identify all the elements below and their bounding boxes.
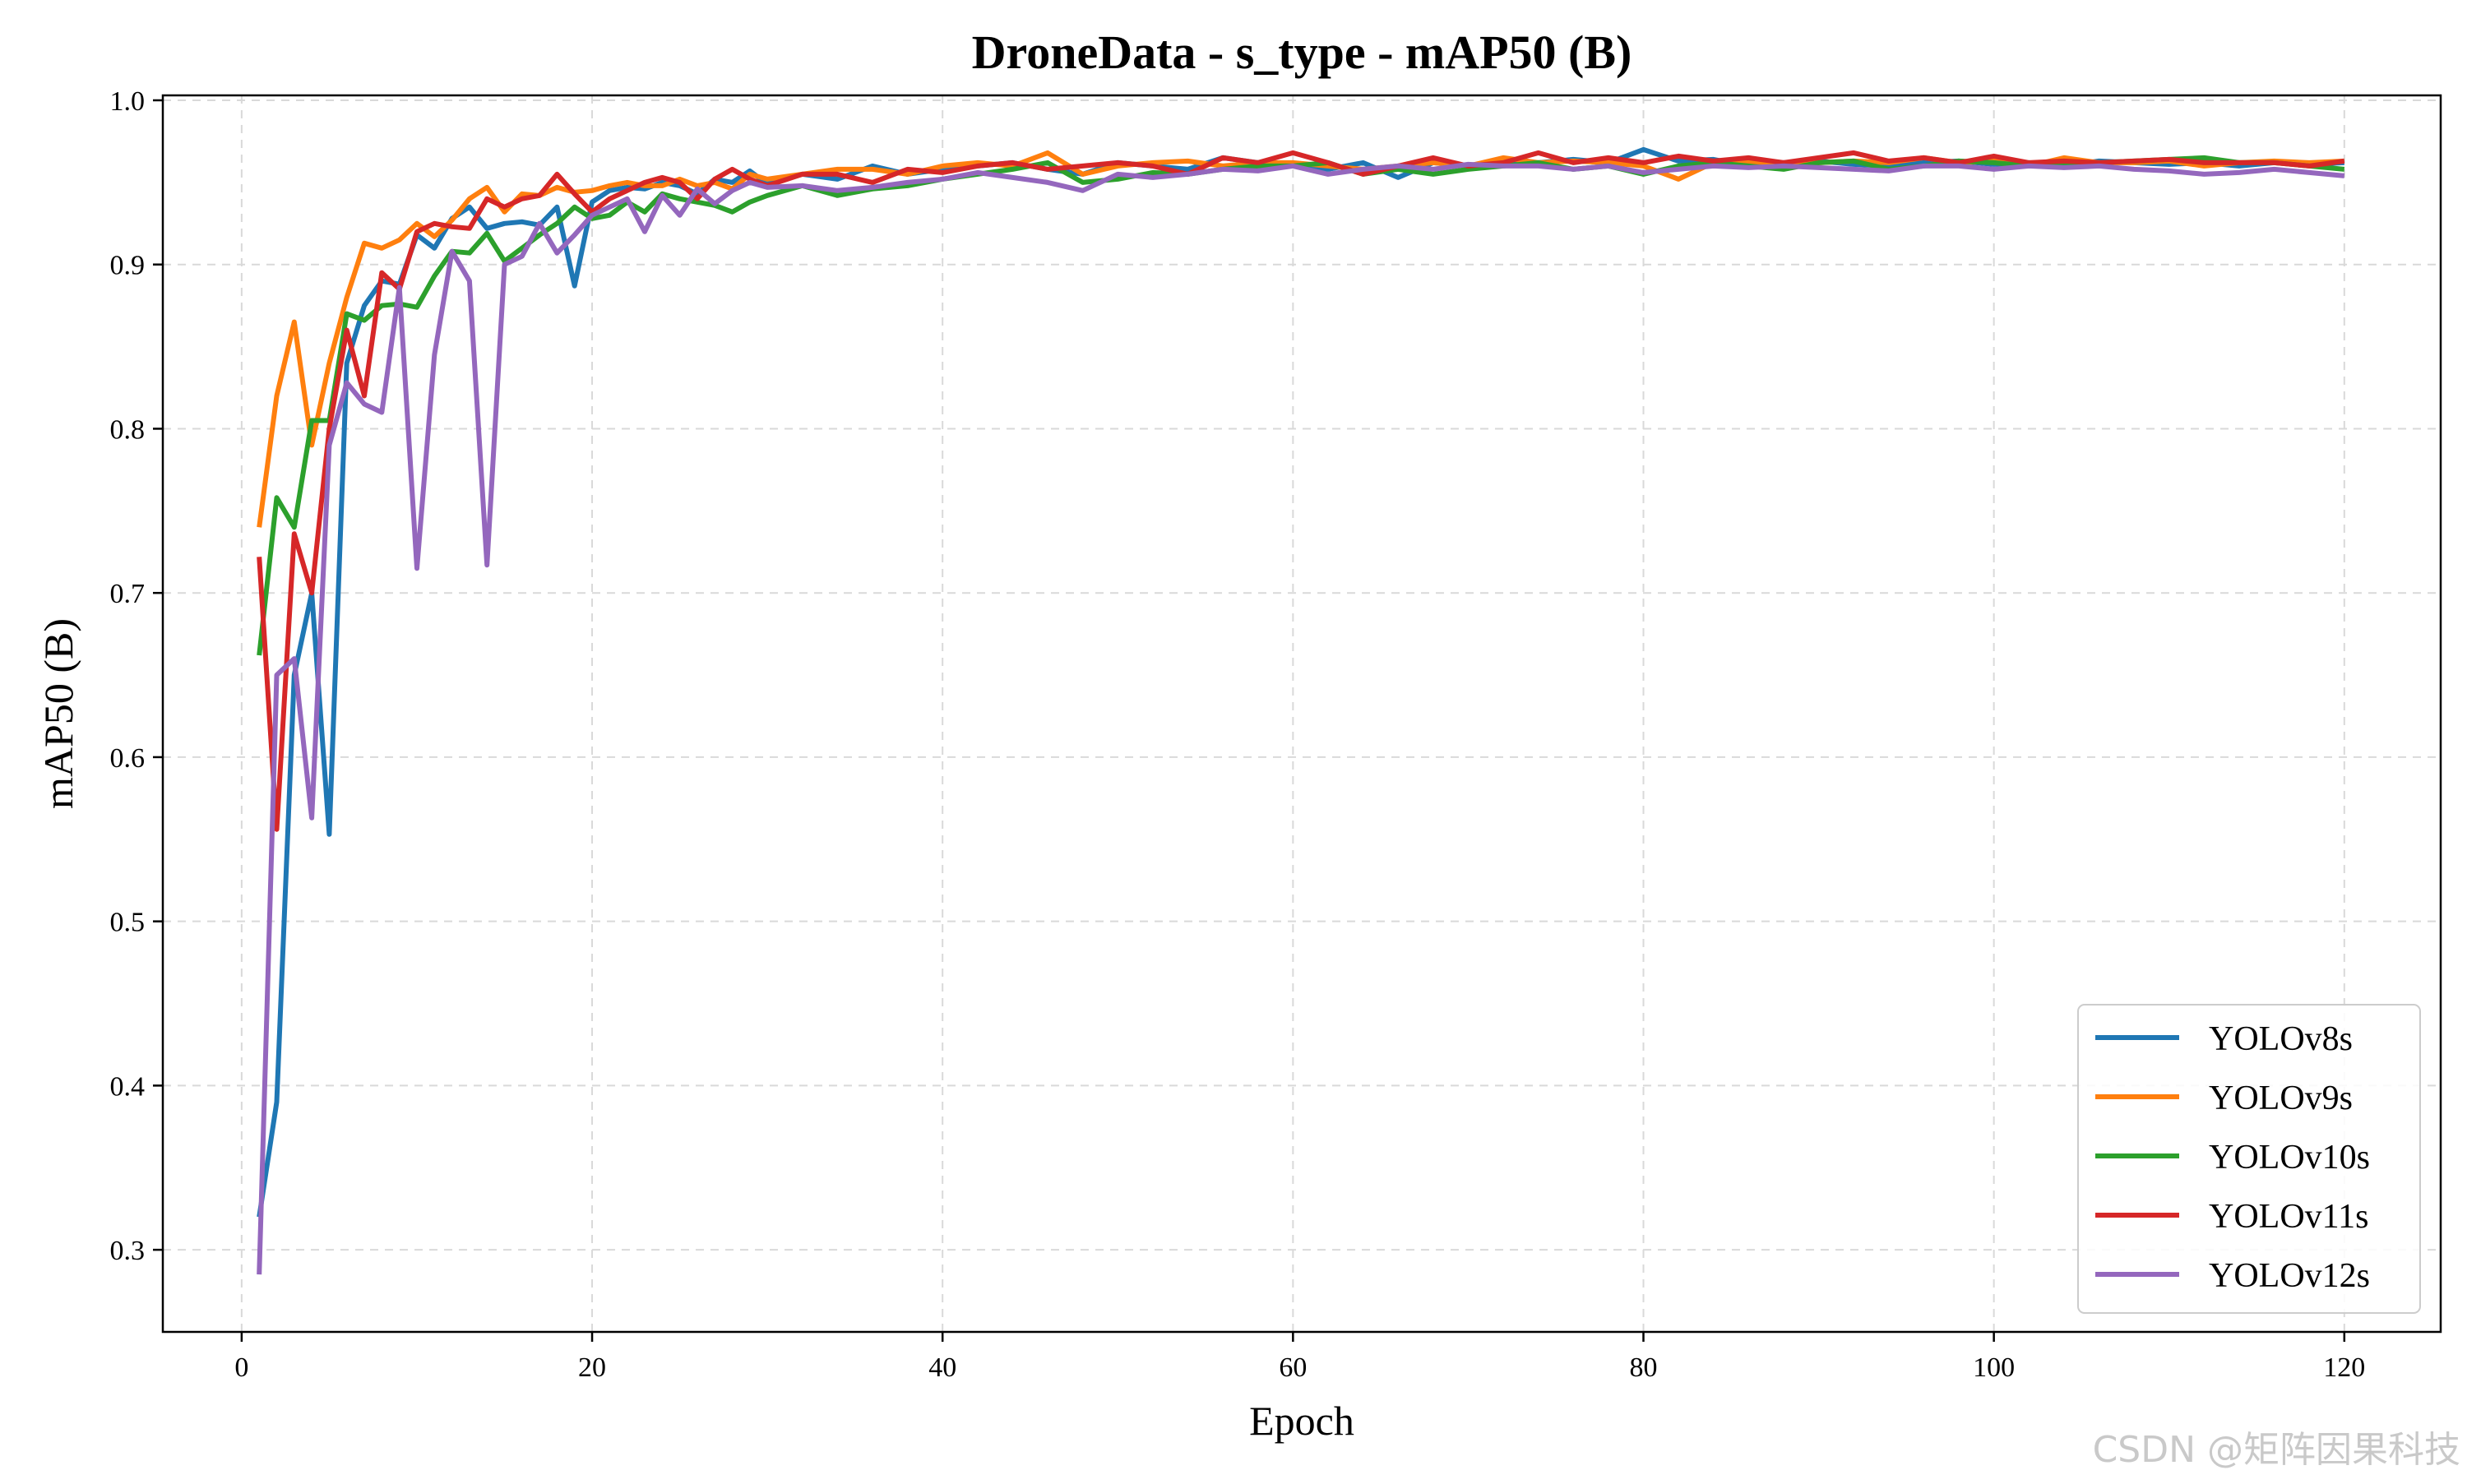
series-line-yolov12s	[257, 161, 2345, 1275]
series-line-yolov8s	[257, 146, 2344, 1218]
y-axis-title: mAP50 (B)	[35, 618, 81, 809]
legend-label: YOLOv8s	[2209, 1020, 2353, 1058]
x-tick-label: 40	[928, 1352, 956, 1383]
x-tick-label: 60	[1279, 1352, 1307, 1383]
x-axis-ticks: 0 20 40 60 80 100 120	[234, 1332, 2365, 1383]
y-axis-ticks: 0.3 0.4 0.5 0.6 0.7 0.8 0.9 1.0	[110, 86, 163, 1266]
x-tick-label: 80	[1630, 1352, 1658, 1383]
y-tick-label: 0.6	[110, 743, 146, 774]
y-tick-label: 1.0	[110, 86, 146, 117]
plot-frame	[161, 94, 2442, 1334]
y-tick-label: 0.7	[110, 579, 146, 609]
series-line-yolov11s	[257, 150, 2345, 832]
series-line-yolov10s	[257, 155, 2345, 656]
y-tick-label: 0.4	[110, 1071, 146, 1102]
x-tick-label: 0	[234, 1352, 248, 1383]
y-tick-label: 0.9	[110, 251, 146, 281]
legend-label: YOLOv12s	[2209, 1257, 2370, 1295]
x-axis-title: Epoch	[1249, 1398, 1354, 1444]
legend-label: YOLOv9s	[2209, 1079, 2353, 1117]
y-tick-label: 0.3	[110, 1236, 146, 1266]
y-tick-label: 0.5	[110, 908, 146, 938]
legend-box	[2077, 1004, 2421, 1314]
y-tick-label: 0.8	[110, 414, 146, 445]
x-tick-label: 20	[578, 1352, 606, 1383]
legend-label: YOLOv11s	[2209, 1198, 2368, 1236]
x-tick-label: 120	[2323, 1352, 2365, 1383]
legend: YOLOv8s YOLOv9s YOLOv10s YOLOv11s YOLOv12s	[2077, 1004, 2421, 1314]
legend-label: YOLOv10s	[2209, 1139, 2370, 1177]
chart-title: DroneData - s_type - mAP50 (B)	[972, 25, 1632, 79]
grid-lines	[163, 95, 2441, 1332]
series-lines	[257, 146, 2345, 1275]
watermark-text: CSDN @矩阵因果科技	[2093, 1429, 2460, 1471]
x-tick-label: 100	[1973, 1352, 2015, 1383]
